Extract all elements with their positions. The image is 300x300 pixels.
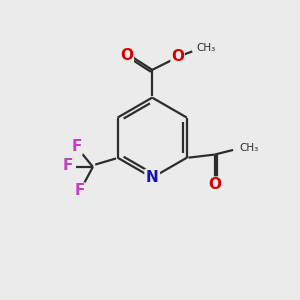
Text: CH₃: CH₃ xyxy=(197,43,216,53)
Text: N: N xyxy=(146,170,159,185)
Text: CH₃: CH₃ xyxy=(239,143,259,153)
Text: F: F xyxy=(62,158,73,173)
Text: O: O xyxy=(208,177,221,192)
Text: O: O xyxy=(120,48,133,63)
Text: F: F xyxy=(71,140,82,154)
Text: F: F xyxy=(75,183,85,198)
Text: O: O xyxy=(171,49,184,64)
